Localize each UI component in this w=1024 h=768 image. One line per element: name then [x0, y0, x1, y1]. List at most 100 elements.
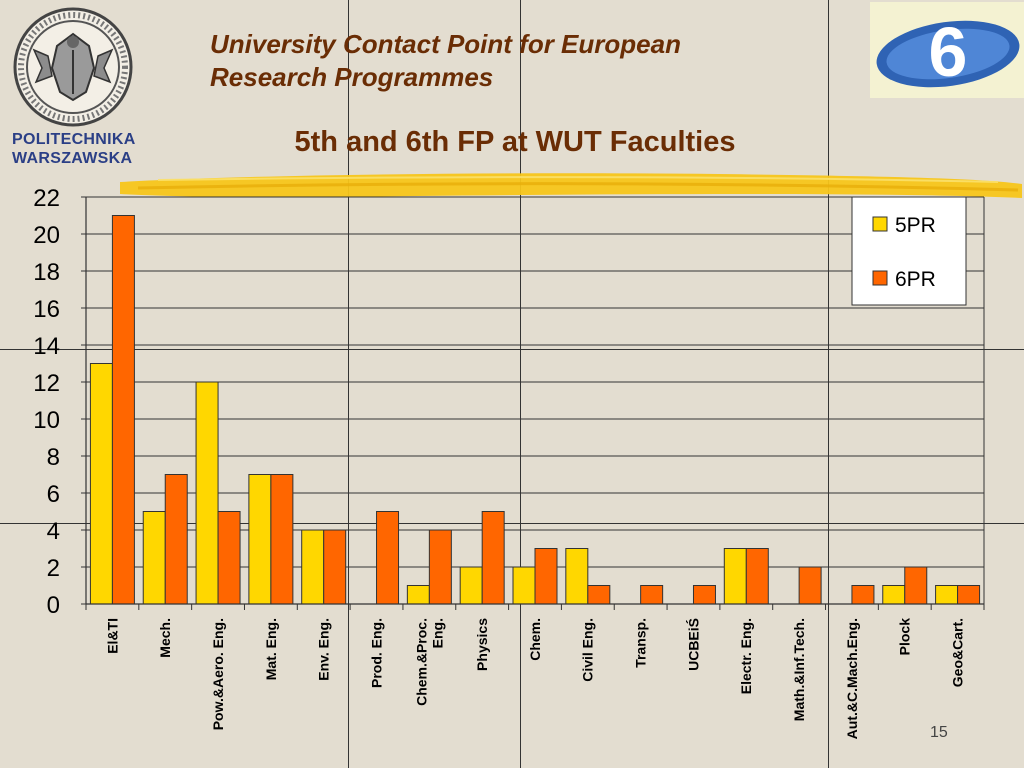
bar-6pr-12	[745, 548, 769, 605]
bar-6pr-13	[798, 566, 822, 605]
bar-6pr-5	[376, 511, 400, 605]
x-tick-label-group: Plock	[897, 618, 913, 656]
bar-6pr-0	[111, 215, 135, 605]
x-tick-label-group: Electr. Eng.	[738, 618, 754, 694]
x-tick-label: Transp.	[633, 618, 649, 668]
bar-5pr-7	[459, 566, 483, 605]
y-tick-label: 4	[47, 518, 60, 545]
legend-swatch-6pr	[872, 270, 888, 286]
x-tick-label-group: Civil Eng.	[580, 618, 596, 682]
x-tick-label-group: Physics	[474, 618, 490, 671]
bar-6pr-1	[164, 474, 188, 605]
university-seal-logo	[13, 7, 133, 127]
x-tick-label-group: Mat. Eng.	[263, 618, 279, 680]
x-tick-label: Chem.&Proc.	[413, 618, 429, 706]
logo-text-line2: WARSZAWSKA	[12, 150, 133, 167]
x-tick-label-group: Transp.	[633, 618, 649, 668]
x-tick-label-group: Prod. Eng.	[368, 618, 384, 688]
bar-5pr-15	[882, 585, 906, 605]
bar-6pr-2	[217, 511, 241, 605]
x-tick-label: Electr. Eng.	[738, 618, 754, 694]
x-tick-label: Plock	[897, 618, 913, 656]
y-tick-label: 16	[33, 296, 60, 323]
x-tick-label: Pow.&Aero. Eng.	[210, 618, 226, 730]
chart-title: 5th and 6th FP at WUT Faculties	[294, 126, 736, 158]
chart-bars	[89, 215, 981, 605]
y-tick-label: 0	[47, 592, 60, 619]
decor-vertical-line	[520, 0, 521, 768]
y-tick-label: 10	[33, 407, 60, 434]
bar-6pr-7	[481, 511, 505, 605]
x-tick-label-group: Geo&Cart.	[949, 618, 965, 687]
page-number: 15	[930, 724, 948, 741]
bar-5pr-4	[301, 529, 325, 605]
x-tick-label: Env. Eng.	[316, 618, 332, 681]
x-tick-label-group: Chem.	[527, 618, 543, 661]
x-tick-label: Civil Eng.	[580, 618, 596, 682]
bar-6pr-8	[534, 548, 558, 605]
y-tick-label: 2	[47, 555, 60, 582]
university-logo-text: POLITECHNIKA WARSZAWSKA	[12, 130, 148, 168]
bar-6pr-9	[587, 585, 611, 605]
y-tick-label: 14	[33, 333, 60, 360]
decor-horizontal-line	[0, 523, 1024, 524]
bar-5pr-2	[195, 381, 219, 605]
x-tick-label-group: Chem.&Proc. Eng.	[413, 618, 445, 706]
y-tick-label: 18	[33, 259, 60, 286]
x-tick-label-group: Mech.	[157, 618, 173, 658]
bar-6pr-6	[428, 529, 452, 605]
legend-label-5pr: 5PR	[895, 214, 936, 237]
x-tick-label: Chem.	[527, 618, 543, 661]
x-tick-label: UCBEiŚ	[684, 618, 701, 671]
decor-vertical-line	[348, 0, 349, 768]
decor-horizontal-line	[0, 349, 1024, 350]
decor-vertical-line	[828, 0, 829, 768]
x-tick-label: Prod. Eng.	[368, 618, 384, 688]
bar-5pr-1	[142, 511, 166, 605]
x-tick-label-group: El&TI	[104, 618, 120, 654]
chart-legend: 5PR 6PR	[851, 196, 967, 306]
x-tick-label-group: Math.&Inf.Tech.	[791, 618, 807, 721]
bar-5pr-16	[935, 585, 959, 605]
x-tick-label: Mat. Eng.	[263, 618, 279, 680]
bar-5pr-9	[565, 548, 589, 605]
bar-6pr-3	[270, 474, 294, 605]
bar-6pr-14	[851, 585, 875, 605]
bar-6pr-4	[323, 529, 347, 605]
fp6-logo: 6	[870, 2, 1024, 98]
fp6-logo-number: 6	[929, 13, 968, 91]
bar-5pr-8	[512, 566, 536, 605]
x-tick-label-group: Env. Eng.	[316, 618, 332, 681]
x-tick-label: Geo&Cart.	[949, 618, 965, 687]
bar-6pr-11	[692, 585, 716, 605]
x-tick-label: Physics	[474, 618, 490, 671]
legend-box	[851, 196, 967, 306]
chart-grid	[86, 196, 984, 605]
header-title-line2: Research Programmes	[210, 62, 494, 92]
bar-5pr-12	[723, 548, 747, 605]
chart-axes	[81, 196, 985, 610]
header-title: University Contact Point for European Re…	[210, 28, 830, 94]
highlighter-stroke	[120, 173, 1022, 198]
legend-swatch-5pr	[872, 216, 888, 232]
legend-label-6pr: 6PR	[895, 268, 936, 291]
x-tick-label: Math.&Inf.Tech.	[791, 618, 807, 721]
y-tick-label: 6	[47, 481, 60, 508]
y-tick-labels: 0 2 4 6 8 10 12 14 16 18 20 22	[33, 185, 60, 619]
x-tick-label: El&TI	[104, 618, 120, 654]
x-tick-label-group: Aut.&C.Mach.Eng.	[844, 618, 860, 739]
bar-5pr-6	[406, 585, 430, 605]
bar-5pr-3	[248, 474, 272, 605]
logo-text-line1: POLITECHNIKA	[12, 131, 136, 148]
x-tick-label: Aut.&C.Mach.Eng.	[844, 618, 860, 739]
bar-5pr-0	[89, 363, 113, 605]
header-title-line1: University Contact Point for European	[210, 29, 681, 59]
y-tick-label: 12	[33, 370, 60, 397]
x-tick-label: Mech.	[157, 618, 173, 658]
bar-6pr-10	[640, 585, 664, 605]
y-tick-label: 22	[33, 185, 60, 212]
x-tick-labels: El&TI Mech. Pow.&Aero. Eng. Mat. Eng. Env. E…	[104, 618, 965, 740]
x-tick-label-group: Pow.&Aero. Eng.	[210, 618, 226, 730]
